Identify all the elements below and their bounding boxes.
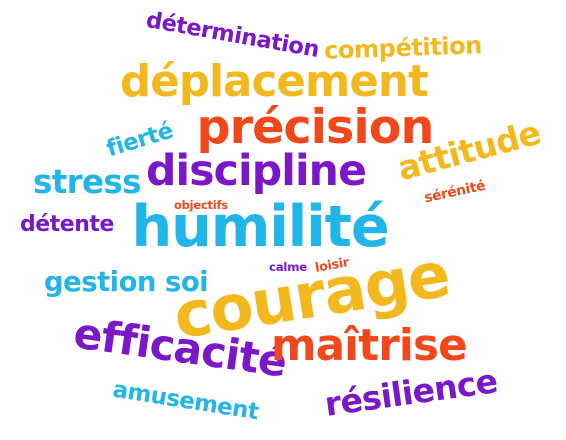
word-resilience: résilience — [322, 360, 500, 424]
word-amusement: amusement — [110, 376, 260, 425]
word-humilite: humilité — [131, 193, 390, 260]
word-precision: précision — [196, 100, 435, 155]
word-objectifs: objectifs — [174, 198, 228, 212]
word-detente: détente — [20, 212, 114, 237]
word-gestion-soi: gestion soi — [44, 266, 209, 298]
word-stress: stress — [33, 162, 141, 201]
word-serenite: sérénité — [422, 177, 487, 207]
word-deplacement: déplacement — [120, 56, 429, 107]
word-determination: détermination — [143, 6, 321, 63]
word-calme: calme — [269, 260, 307, 274]
word-discipline: discipline — [146, 147, 367, 196]
word-maitrise: maîtrise — [271, 320, 468, 371]
